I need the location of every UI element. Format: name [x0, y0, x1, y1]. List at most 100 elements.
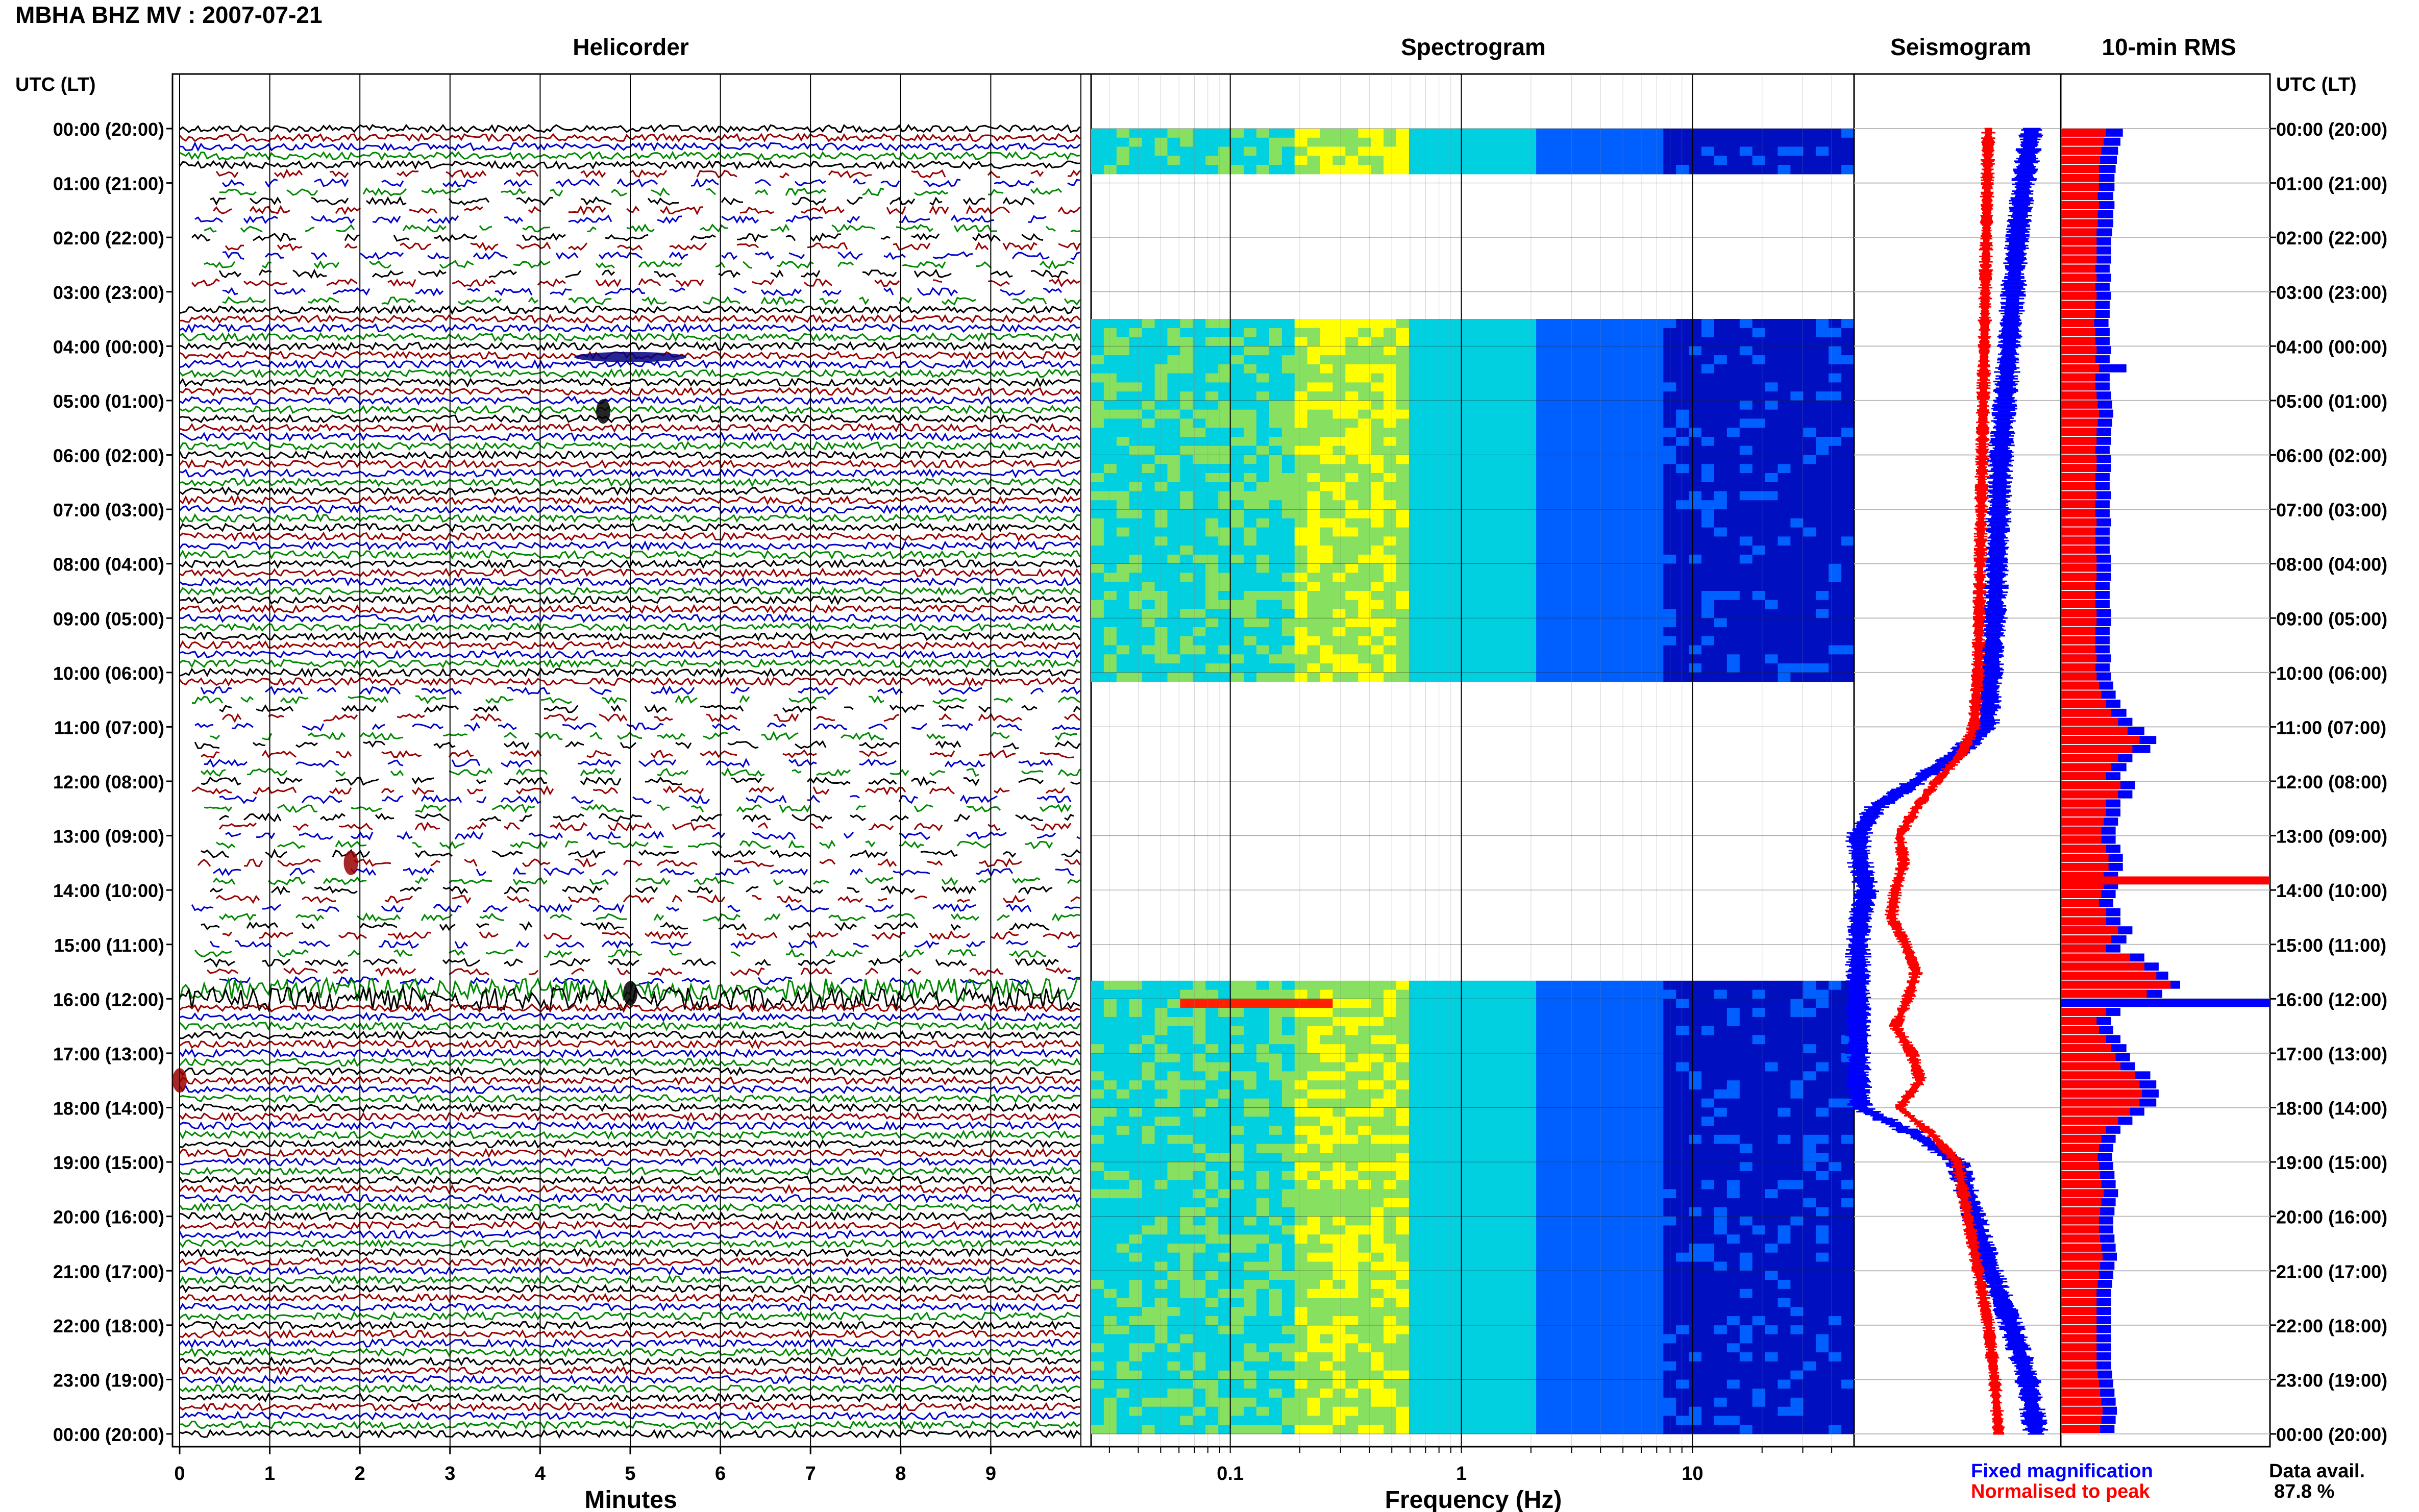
- spectrogram-cell: [1320, 337, 1333, 346]
- spectrogram-cell: [1358, 609, 1371, 618]
- spectrogram-cell: [1561, 1134, 1575, 1145]
- spectrogram-cell: [1625, 1225, 1638, 1235]
- spectrogram-cell: [1765, 146, 1779, 156]
- spectrogram-cell: [1447, 1198, 1461, 1208]
- spectrogram-cell: [1154, 546, 1168, 555]
- spectrogram-cell: [1332, 999, 1346, 1008]
- spectrogram-cell: [1714, 1044, 1727, 1054]
- spectrogram-cell: [1765, 428, 1779, 437]
- spectrogram-cell: [1752, 482, 1766, 492]
- spectrogram-cell: [1218, 1198, 1231, 1208]
- spectrogram-cell: [1345, 518, 1359, 528]
- helicorder-trace: [204, 803, 1072, 814]
- helicorder-trace: [191, 903, 1080, 914]
- spectrogram-cell: [1752, 1261, 1766, 1271]
- spectrogram-cell: [1460, 473, 1473, 483]
- spectrogram-cell: [1281, 1261, 1295, 1271]
- spectrogram-cell: [1625, 337, 1638, 346]
- spectrogram-cell: [1587, 672, 1600, 682]
- spectrogram-cell: [1205, 1098, 1219, 1108]
- spectrogram-cell: [1511, 400, 1524, 410]
- spectrogram-cell: [1599, 645, 1613, 655]
- spectrogram-cell: [1829, 1044, 1842, 1054]
- spectrogram-cell: [1320, 1144, 1333, 1153]
- spectrogram-cell: [1714, 464, 1727, 474]
- spectrogram-cell: [1371, 491, 1384, 501]
- spectrogram-cell: [1689, 1244, 1702, 1253]
- spectrogram-cell: [1320, 373, 1333, 383]
- spectrogram-cell: [1167, 400, 1180, 410]
- spectrogram-cell: [1498, 1053, 1511, 1063]
- spectrogram-cell: [1498, 1008, 1511, 1018]
- spectrogram-cell: [1549, 337, 1562, 346]
- spectrogram-cell: [1460, 391, 1473, 401]
- spectrogram-cell: [1676, 536, 1689, 546]
- spectrogram-cell: [1281, 618, 1295, 628]
- spectrogram-cell: [1116, 1134, 1130, 1145]
- spectrogram-cell: [1269, 464, 1282, 474]
- spectrogram-cell: [1269, 455, 1282, 464]
- spectrogram-cell: [1676, 563, 1689, 574]
- spectrogram-cell: [1244, 654, 1257, 664]
- spectrogram-cell: [1281, 609, 1295, 618]
- spectrogram-cell: [1218, 1126, 1231, 1135]
- spectrogram-cell: [1689, 518, 1702, 528]
- spectrogram-cell: [1574, 482, 1588, 492]
- spectrogram-cell: [1816, 1252, 1829, 1262]
- spectrogram-cell: [1587, 609, 1600, 618]
- spectrogram-cell: [1549, 1107, 1562, 1117]
- spectrogram-cell: [1205, 428, 1219, 437]
- spectrogram-cell: [1790, 609, 1804, 618]
- spectrogram-cell: [1714, 1252, 1727, 1262]
- spectrogram-cell: [1511, 482, 1524, 492]
- spectrogram-cell: [1587, 527, 1600, 537]
- spectrogram-cell: [1663, 527, 1676, 537]
- spectrogram-cell: [1549, 1153, 1562, 1162]
- spectrogram-cell: [1676, 582, 1689, 591]
- spectrogram-cell: [1205, 672, 1219, 682]
- spectrogram-cell: [1345, 1017, 1359, 1027]
- spectrogram-cell: [1384, 382, 1397, 392]
- spectrogram-cell: [1803, 1198, 1816, 1208]
- spectrogram-cell: [1663, 1216, 1676, 1226]
- spectrogram-cell: [1701, 473, 1715, 483]
- spectrogram-cell: [1829, 1089, 1842, 1099]
- spectrogram-cell: [1154, 355, 1168, 365]
- spectrogram-cell: [1358, 591, 1371, 601]
- spectrogram-cell: [1091, 1035, 1104, 1045]
- spectrogram-cell: [1180, 1117, 1193, 1126]
- spectrogram-cell: [1689, 554, 1702, 564]
- spectrogram-cell: [1803, 382, 1816, 392]
- spectrogram-cell: [1676, 591, 1689, 601]
- spectrogram-cell: [1829, 518, 1842, 528]
- spectrogram-cell: [1307, 1017, 1321, 1027]
- spectrogram-cell: [1167, 654, 1180, 664]
- spectrogram-cell: [1218, 491, 1231, 501]
- spectrogram-cell: [1676, 1062, 1689, 1072]
- spectrogram-cell: [1434, 364, 1448, 374]
- spectrogram-cell: [1231, 1017, 1244, 1027]
- spectrogram-cell: [1549, 409, 1562, 419]
- spectrogram-cell: [1129, 346, 1143, 356]
- spectrogram-cell: [1472, 554, 1486, 564]
- spectrogram-cell: [1472, 346, 1486, 356]
- spectrogram-cell: [1701, 672, 1715, 682]
- spectrogram-cell: [1498, 328, 1511, 338]
- spectrogram-cell: [1803, 573, 1816, 582]
- spectrogram-cell: [1714, 146, 1727, 156]
- spectrogram-cell: [1739, 1244, 1753, 1253]
- spectrogram-cell: [1460, 554, 1473, 564]
- spectrogram-cell: [1803, 1134, 1816, 1145]
- spectrogram-cell: [1841, 373, 1855, 383]
- spectrogram-cell: [1739, 391, 1753, 401]
- spectrogram-cell: [1421, 1089, 1435, 1099]
- spectrogram-cell: [1269, 319, 1282, 329]
- spectrogram-cell: [1193, 473, 1206, 483]
- spectrogram-cell: [1294, 1035, 1308, 1045]
- spectrogram-cell: [1485, 1198, 1498, 1208]
- spectrogram-cell: [1765, 980, 1779, 990]
- spectrogram-cell: [1154, 1234, 1168, 1244]
- spectrogram-cell: [1638, 418, 1651, 428]
- spectrogram-cell: [1332, 989, 1346, 999]
- spectrogram-cell: [1523, 636, 1537, 646]
